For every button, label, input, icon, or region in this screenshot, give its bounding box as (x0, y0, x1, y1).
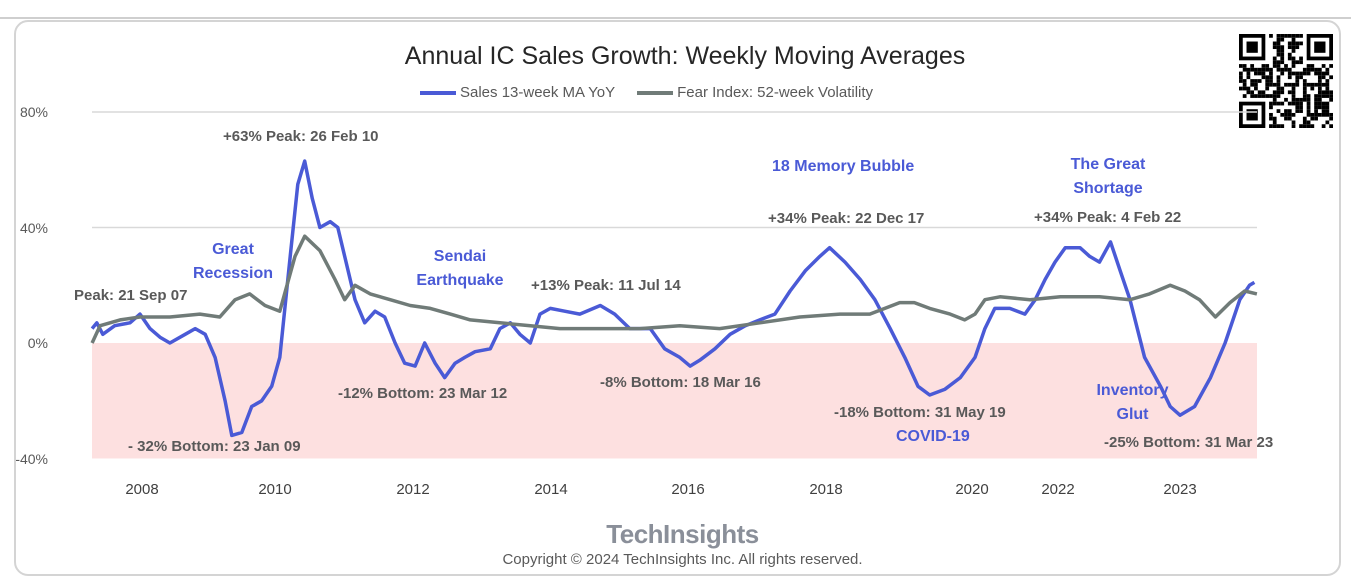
techinsights-logo: TechInsights (606, 519, 759, 549)
y-tick-label: 0% (27, 335, 48, 351)
x-tick-label: 2022 (1041, 481, 1075, 498)
y-tick-label: 40% (19, 220, 48, 236)
legend-label-sales: Sales 13-week MA YoY (460, 84, 616, 101)
copyright-text: Copyright © 2024 TechInsights Inc. All r… (502, 551, 863, 568)
annotation-peak-2007: Peak: 21 Sep 07 (74, 287, 188, 304)
y-tick-label: -40% (15, 451, 48, 467)
annotation-bottom-2019: -18% Bottom: 31 May 19 (834, 404, 1006, 421)
annotation-sendai: Sendai Earthquake (416, 248, 504, 289)
legend-label-fear: Fear Index: 52-week Volatility (677, 84, 874, 101)
x-tick-label: 2023 (1163, 481, 1197, 498)
x-tick-label: 2020 (955, 481, 989, 498)
legend-item-fear: Fear Index: 52-week Volatility (637, 84, 873, 101)
series-line-sales (90, 159, 1256, 438)
negative-region (92, 343, 1257, 459)
qr-code-icon (1239, 34, 1333, 128)
x-tick-label: 2014 (534, 481, 568, 498)
annotation-bottom-2009: - 32% Bottom: 23 Jan 09 (128, 438, 301, 455)
top-divider (0, 17, 1351, 19)
annotation-great-shortage: The Great Shortage (1070, 156, 1146, 197)
annotation-peak-2017: +34% Peak: 22 Dec 17 (768, 210, 925, 227)
annotation-covid: COVID-19 (896, 428, 970, 445)
annotation-bottom-2016: -8% Bottom: 18 Mar 16 (600, 374, 761, 391)
annotation-bottom-2023: -25% Bottom: 31 Mar 23 (1104, 434, 1274, 451)
chart-frame (14, 20, 1341, 576)
series-line-fear-index (90, 234, 1258, 344)
legend-item-sales: Sales 13-week MA YoY (420, 84, 615, 101)
x-tick-label: 2018 (809, 481, 843, 498)
legend-swatch-sales (420, 90, 456, 95)
annotation-great-recession: Great Recession (192, 241, 274, 282)
x-tick-label: 2010 (258, 481, 292, 498)
annotation-peak-2014: +13% Peak: 11 Jul 14 (531, 277, 681, 294)
annotation-bottom-2012: -12% Bottom: 23 Mar 12 (338, 385, 508, 402)
legend-swatch-fear (637, 90, 674, 95)
annotation-peak-2022: +34% Peak: 4 Feb 22 (1034, 209, 1182, 226)
x-tick-label: 2008 (125, 481, 159, 498)
annotation-memory-bubble: 18 Memory Bubble (772, 158, 915, 175)
annotation-inventory-glut: Inventory Glut (1096, 382, 1169, 423)
x-tick-label: 2012 (396, 481, 430, 498)
legend: Sales 13-week MA YoY Fear Index: 52-week… (420, 84, 873, 101)
y-tick-label: 80% (19, 104, 48, 120)
annotation-peak-2010: +63% Peak: 26 Feb 10 (223, 128, 379, 145)
chart-title: Annual IC Sales Growth: Weekly Moving Av… (404, 42, 966, 70)
x-tick-label: 2016 (671, 481, 705, 498)
